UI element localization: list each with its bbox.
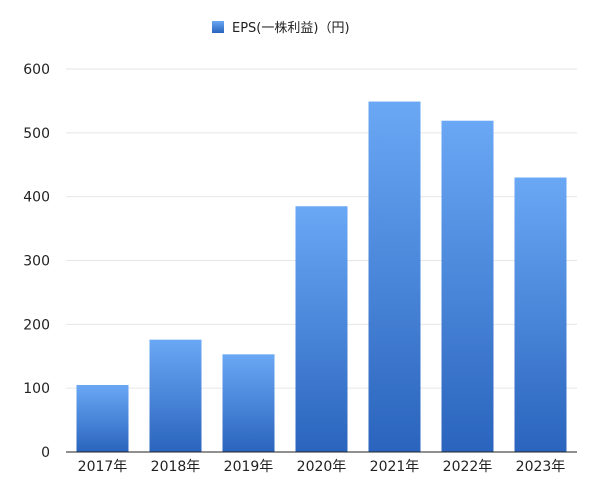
y-tick-label: 600 [23, 62, 50, 78]
x-axis-ticks: 2017年 2018年 2019年 2020年 2021年 2022年 2023年 [78, 459, 566, 475]
legend-label: EPS(一株利益)（円) [232, 21, 350, 36]
y-tick-label: 200 [23, 317, 50, 333]
y-tick-label: 500 [23, 126, 50, 142]
y-tick-label: 0 [41, 445, 50, 461]
x-tick-label: 2019年 [224, 459, 274, 475]
bar [368, 101, 421, 453]
bar [76, 384, 129, 452]
x-tick-label: 2018年 [151, 459, 201, 475]
y-tick-label: 100 [23, 381, 50, 397]
y-axis-ticks: 0 100 200 300 400 500 600 [23, 62, 50, 461]
y-tick-label: 400 [23, 190, 50, 206]
bars [76, 101, 567, 453]
y-tick-label: 300 [23, 254, 50, 270]
bar [222, 354, 275, 452]
x-tick-label: 2020年 [297, 459, 347, 475]
legend-swatch [212, 21, 224, 33]
legend: EPS(一株利益)（円) [212, 21, 350, 36]
x-tick-label: 2017年 [78, 459, 128, 475]
x-tick-label: 2021年 [370, 459, 420, 475]
x-tick-label: 2022年 [443, 459, 493, 475]
bar [441, 120, 494, 452]
bar [514, 177, 567, 452]
x-tick-label: 2023年 [516, 459, 566, 475]
bar [149, 339, 202, 452]
bar [295, 206, 348, 452]
